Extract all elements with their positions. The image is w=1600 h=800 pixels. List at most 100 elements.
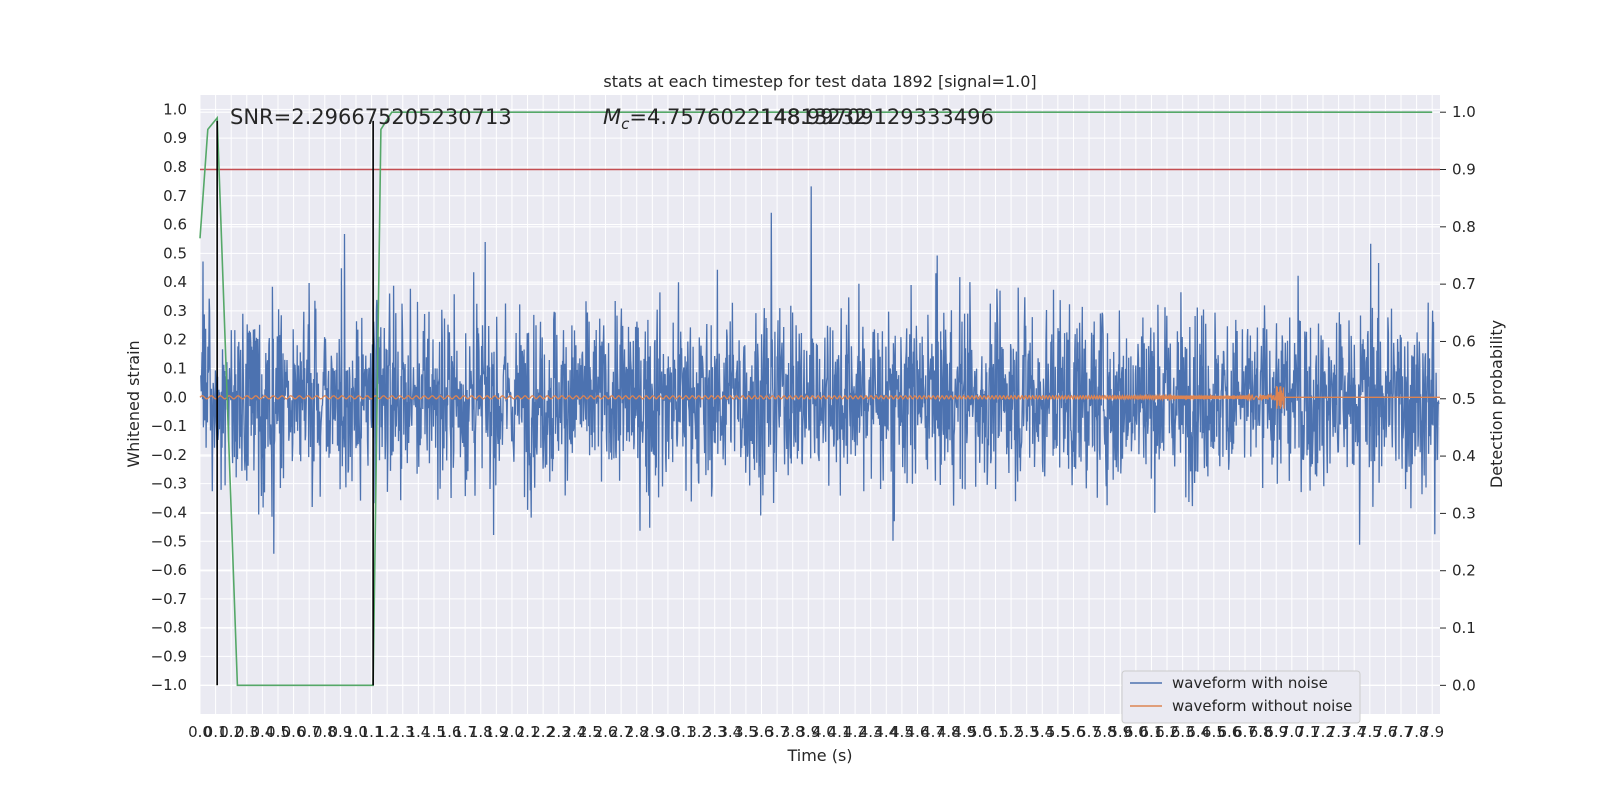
x-tick-label: 2.2 (531, 723, 555, 741)
x-tick-label: 6.8 (1249, 723, 1273, 741)
x-tick-label: 6.1 (1140, 723, 1164, 741)
x-tick-label: 5.6 (1062, 723, 1086, 741)
x-tick-label: 5.5 (1046, 723, 1070, 741)
x-tick-label: 6.9 (1264, 723, 1288, 741)
x-tick-label: 1.2 (375, 723, 399, 741)
y-tick-label: −0.2 (151, 446, 187, 464)
y-tick-label: 0.8 (163, 158, 187, 176)
y2-tick-label: 0.6 (1452, 332, 1476, 350)
series-waveform-with-noise (200, 186, 1440, 554)
x-tick-label: 3.1 (672, 723, 696, 741)
x-tick-label: 3.8 (781, 723, 805, 741)
x-tick-label: 1.9 (484, 723, 508, 741)
y2-tick-label: 0.9 (1452, 161, 1476, 179)
legend: waveform with noise waveform without noi… (1121, 670, 1361, 724)
x-tick-label: 1.8 (469, 723, 493, 741)
x-tick-label: 2.3 (547, 723, 571, 741)
y-tick-label: 0.9 (163, 129, 187, 147)
y-tick-label: 0.3 (163, 302, 187, 320)
chart-title: stats at each timestep for test data 189… (603, 72, 1036, 91)
legend-label-clean: waveform without noise (1172, 697, 1352, 715)
x-tick-label: 2.7 (609, 723, 633, 741)
y-tick-labels: 1.0 0.9 0.8 0.7 0.6 0.5 0.4 0.3 0.2 0.1 0.0 −0.1 −0.… (151, 100, 187, 694)
y2-tick-label: 0.0 (1452, 676, 1476, 694)
x-tick-label: 4.3 (859, 723, 883, 741)
x-tick-label: 7.9 (1420, 723, 1444, 741)
x-tick-label: 2.8 (625, 723, 649, 741)
x-tick-label: 4.6 (906, 723, 930, 741)
x-tick-label: 0.5 (266, 723, 290, 741)
x-tick-label: 0.4 (250, 723, 274, 741)
x-tick-label: 7.6 (1373, 723, 1397, 741)
x-tick-label: 6.4 (1186, 723, 1210, 741)
y-tick-label: −1.0 (151, 676, 187, 694)
x-tick-label: 4.9 (952, 723, 976, 741)
x-tick-label: 1.5 (422, 723, 446, 741)
x-tick-label: 4.7 (921, 723, 945, 741)
x-tick-label: 0.0 (188, 723, 212, 741)
x-tick-label: 5.9 (1108, 723, 1132, 741)
x-tick-label: 4.8 (937, 723, 961, 741)
x-tick-label: 5.0 (968, 723, 992, 741)
x-tick-label: 6.5 (1202, 723, 1226, 741)
x-tick-label: 5.1 (984, 723, 1008, 741)
y-axis-label: Whitened strain (124, 340, 143, 467)
x-tick-label: 3.6 (750, 723, 774, 741)
x-tick-label: 7.2 (1311, 723, 1335, 741)
x-tick-label: 7.7 (1389, 723, 1413, 741)
x-tick-label: 5.4 (1030, 723, 1054, 741)
x-tick-label: 3.9 (796, 723, 820, 741)
x-tick-label: 1.1 (360, 723, 384, 741)
y2-axis-label: Detection probability (1487, 320, 1506, 488)
x-tick-label: 6.7 (1233, 723, 1257, 741)
x-tick-label: 2.5 (578, 723, 602, 741)
x-tick-labels: 0.00.10.20.30.40.50.60.70.80.91.01.11.21… (188, 723, 1444, 741)
x-tick-label: 2.9 (640, 723, 664, 741)
x-tick-label: 0.1 (204, 723, 228, 741)
y-tick-label: −0.5 (151, 532, 187, 550)
x-tick-label: 0.9 (328, 723, 352, 741)
x-tick-label: 5.7 (1077, 723, 1101, 741)
x-axis-label: Time (s) (786, 746, 852, 765)
x-tick-label: 2.1 (516, 723, 540, 741)
x-tick-label: 3.7 (765, 723, 789, 741)
series-detection-probability (199, 111, 1433, 687)
y-tick-label: −0.6 (151, 561, 187, 579)
x-tick-label: 4.5 (890, 723, 914, 741)
x-tick-label: 7.1 (1295, 723, 1319, 741)
y-tick-label: −0.9 (151, 647, 187, 665)
y-tick-label: 0.6 (163, 216, 187, 234)
x-tick-label: 3.2 (687, 723, 711, 741)
x-tick-label: 7.0 (1280, 723, 1304, 741)
x-tick-label: 1.6 (438, 723, 462, 741)
x-tick-label: 4.2 (843, 723, 867, 741)
x-tick-label: 5.3 (1015, 723, 1039, 741)
x-tick-label: 5.8 (1093, 723, 1117, 741)
x-tick-label: 6.2 (1155, 723, 1179, 741)
x-tick-label: 0.7 (297, 723, 321, 741)
y-tick-label: 0.4 (163, 273, 187, 291)
legend-box (1121, 670, 1361, 724)
series-waveform-without-noise (199, 386, 1440, 409)
x-tick-label: 7.8 (1405, 723, 1429, 741)
snr-annotation: SNR=2.296675205230713 (230, 105, 512, 129)
y2-tick-label: 1.0 (1452, 103, 1476, 121)
y2-tick-label: 0.3 (1452, 504, 1476, 522)
x-tick-label: 5.2 (999, 723, 1023, 741)
overlap-annotation: 148.99709129333496 (760, 105, 994, 129)
x-tick-label: 3.3 (703, 723, 727, 741)
x-tick-label: 0.2 (219, 723, 243, 741)
y-tick-label: 0.1 (163, 360, 187, 378)
x-tick-label: 1.7 (453, 723, 477, 741)
y-tick-label: −0.4 (151, 503, 187, 521)
chirp-mass-annotation: Mc=4.757602214813232 (603, 105, 867, 133)
x-tick-label: 4.0 (812, 723, 836, 741)
x-tick-label: 7.3 (1327, 723, 1351, 741)
x-tick-label: 6.6 (1218, 723, 1242, 741)
x-tick-label: 4.1 (828, 723, 852, 741)
y-tick-label: 0.2 (163, 331, 187, 349)
y2-tick-labels: 1.0 0.9 0.8 0.7 0.6 0.5 0.4 0.3 0.2 0.1 0.0 (1452, 103, 1476, 694)
x-tick-label: 6.3 (1171, 723, 1195, 741)
x-tick-label: 6.0 (1124, 723, 1148, 741)
vertical-markers (216, 120, 374, 686)
